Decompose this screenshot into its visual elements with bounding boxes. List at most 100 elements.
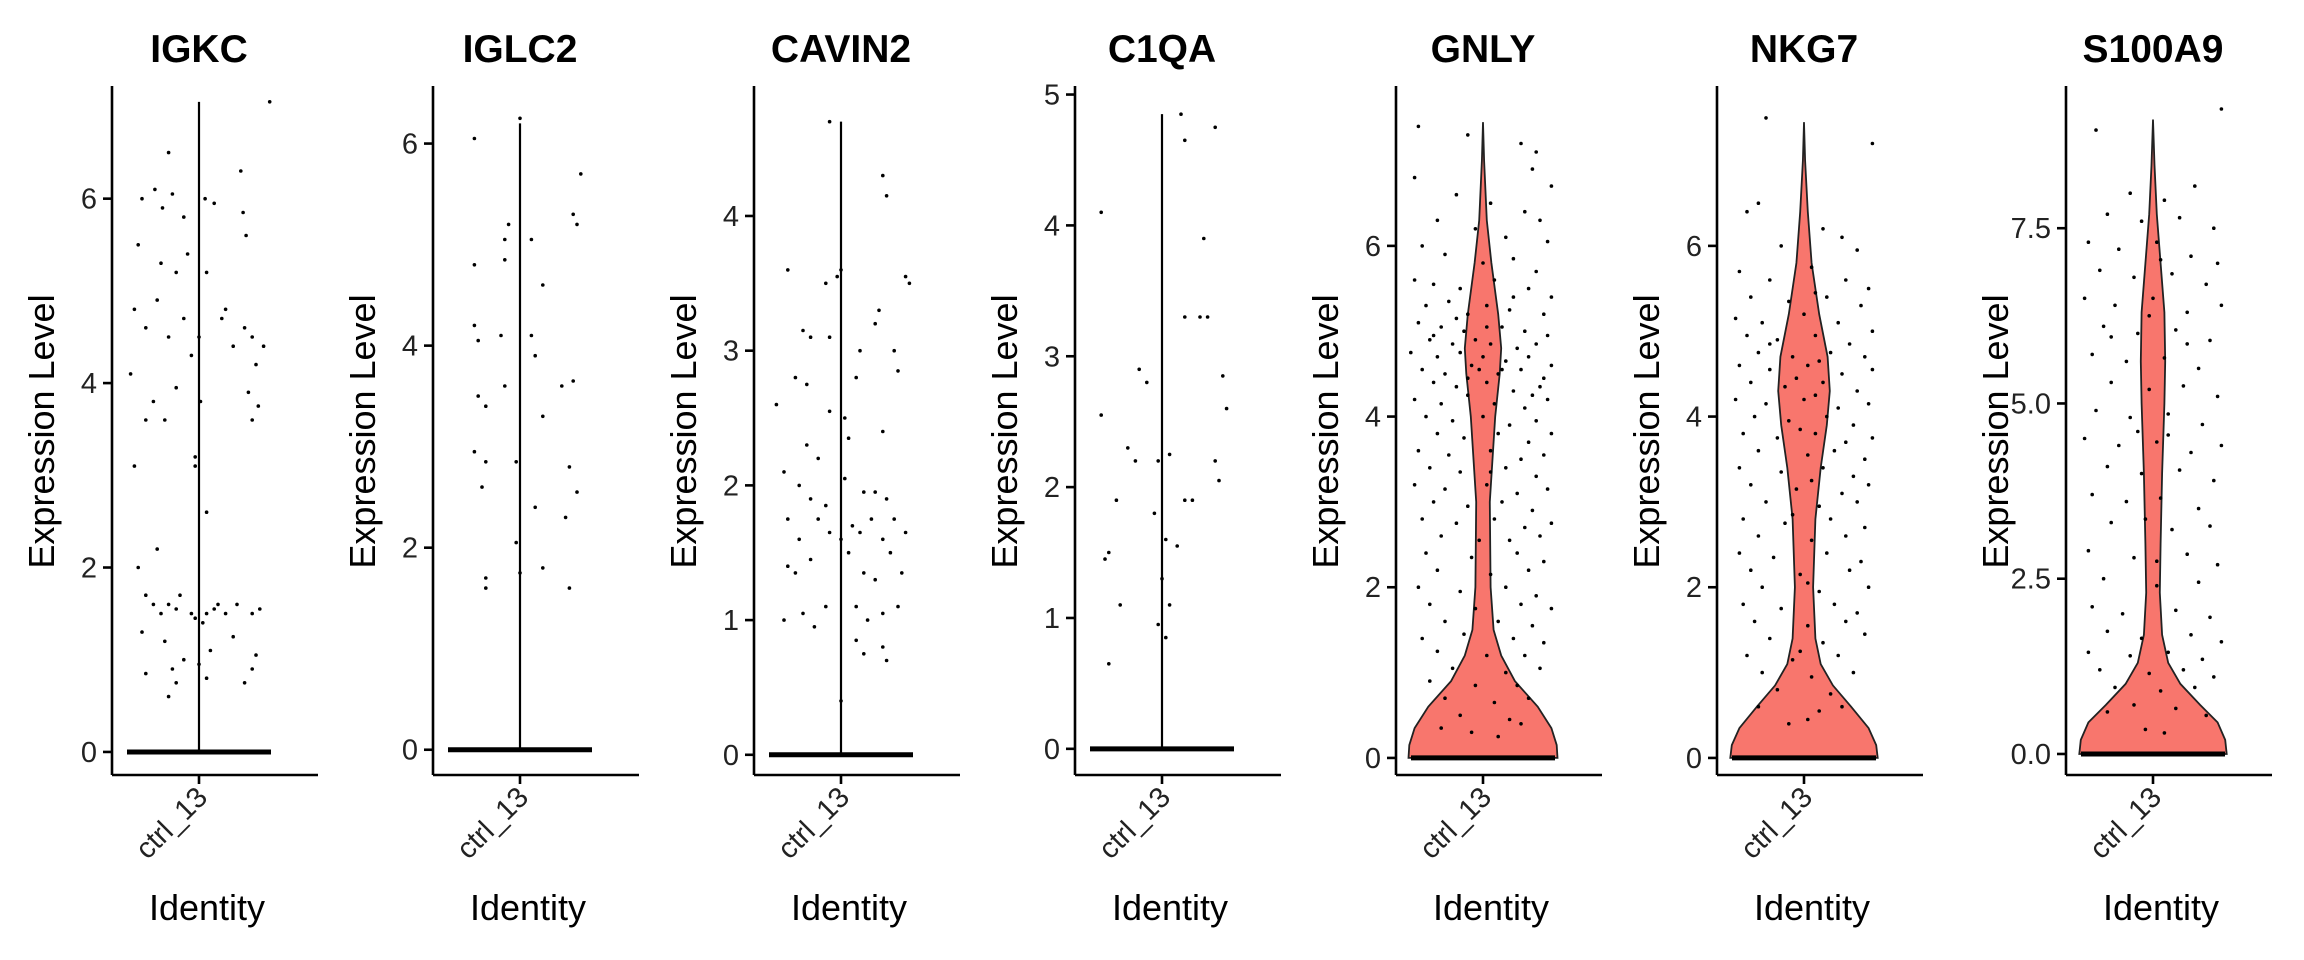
data-point xyxy=(1424,551,1428,555)
data-point xyxy=(541,283,545,287)
data-point xyxy=(166,335,171,339)
data-point xyxy=(250,418,254,422)
data-point xyxy=(1809,478,1814,483)
data-point xyxy=(242,681,247,685)
data-point xyxy=(881,173,885,178)
data-point xyxy=(881,645,885,649)
data-point xyxy=(1137,367,1141,372)
data-point xyxy=(2147,387,2151,392)
data-point xyxy=(1443,619,1447,624)
data-point xyxy=(1798,572,1802,577)
data-point xyxy=(567,586,572,590)
data-point xyxy=(1821,227,1825,231)
data-point xyxy=(854,375,858,380)
data-point xyxy=(2124,359,2129,364)
data-point xyxy=(884,658,889,663)
data-point xyxy=(2124,499,2129,504)
data-point xyxy=(865,618,870,622)
data-point xyxy=(1870,367,1875,372)
data-point xyxy=(220,316,224,321)
data-point xyxy=(2212,226,2216,230)
data-point xyxy=(903,530,908,535)
x-axis-label: Identity xyxy=(1754,887,1870,928)
data-point xyxy=(1832,602,1837,607)
data-point xyxy=(1462,329,1466,334)
data-point xyxy=(1840,372,1844,376)
data-point xyxy=(1549,521,1554,525)
x-tick-label: ctrl_13 xyxy=(1735,781,1819,865)
data-point xyxy=(484,460,488,464)
data-point xyxy=(1443,372,1447,376)
data-point xyxy=(1504,359,1508,363)
data-point xyxy=(197,662,201,667)
panel-title: GNLY xyxy=(1431,28,1536,71)
data-point xyxy=(2177,215,2182,220)
data-point xyxy=(2139,219,2144,223)
data-point xyxy=(140,630,144,634)
data-point xyxy=(1492,700,1497,705)
data-point xyxy=(1840,704,1844,709)
data-point xyxy=(250,335,254,339)
data-point xyxy=(1458,350,1462,355)
data-point xyxy=(2098,268,2102,273)
data-point xyxy=(212,201,216,206)
data-point xyxy=(2113,685,2117,690)
data-point xyxy=(1836,320,1840,325)
data-point xyxy=(1806,453,1810,457)
data-point xyxy=(1538,218,1542,223)
data-point xyxy=(2212,675,2216,679)
data-point xyxy=(1745,653,1749,658)
data-point xyxy=(2132,555,2136,560)
panel-title: IGKC xyxy=(150,28,248,71)
data-point xyxy=(2208,338,2212,343)
data-point xyxy=(2219,303,2224,308)
data-point xyxy=(174,607,178,611)
data-point xyxy=(1737,269,1742,274)
data-point xyxy=(1469,363,1474,368)
data-point xyxy=(484,404,488,409)
data-point xyxy=(2128,654,2132,658)
data-point xyxy=(1768,342,1772,346)
data-point xyxy=(1840,235,1844,240)
data-point xyxy=(1817,589,1821,594)
y-tick-label: 3 xyxy=(1044,341,1060,373)
data-point xyxy=(1813,291,1818,295)
data-point xyxy=(1156,459,1160,463)
data-point xyxy=(1500,325,1504,329)
data-point xyxy=(1832,448,1837,453)
data-point xyxy=(159,261,163,266)
data-point xyxy=(1492,402,1497,406)
data-point xyxy=(1428,679,1432,683)
data-point xyxy=(808,557,813,562)
data-point xyxy=(166,602,171,607)
data-point xyxy=(1504,585,1508,589)
data-point xyxy=(1764,500,1768,504)
data-point xyxy=(1160,576,1164,581)
data-point xyxy=(261,344,266,349)
data-point xyxy=(1439,726,1443,730)
data-point xyxy=(560,384,564,388)
data-point xyxy=(2174,706,2178,711)
data-point xyxy=(514,540,518,545)
data-point xyxy=(541,414,545,419)
data-point xyxy=(2082,436,2087,441)
data-point xyxy=(472,323,477,328)
data-point xyxy=(1752,619,1757,624)
y-tick-label: 5 xyxy=(1044,80,1060,112)
data-point xyxy=(1431,380,1436,385)
data-point xyxy=(258,607,262,611)
data-point xyxy=(1545,487,1550,491)
data-point xyxy=(2147,671,2151,676)
x-tick-label: ctrl_13 xyxy=(772,781,856,865)
data-point xyxy=(1462,632,1466,636)
data-point xyxy=(506,222,511,227)
data-point xyxy=(1798,649,1802,654)
data-point xyxy=(1428,466,1432,470)
data-point xyxy=(2155,440,2159,444)
y-tick-label: 7.5 xyxy=(2011,213,2051,245)
data-point xyxy=(1409,350,1413,355)
data-point xyxy=(1469,730,1474,735)
data-point xyxy=(484,576,488,580)
data-point xyxy=(907,281,912,286)
data-point xyxy=(2098,668,2102,672)
